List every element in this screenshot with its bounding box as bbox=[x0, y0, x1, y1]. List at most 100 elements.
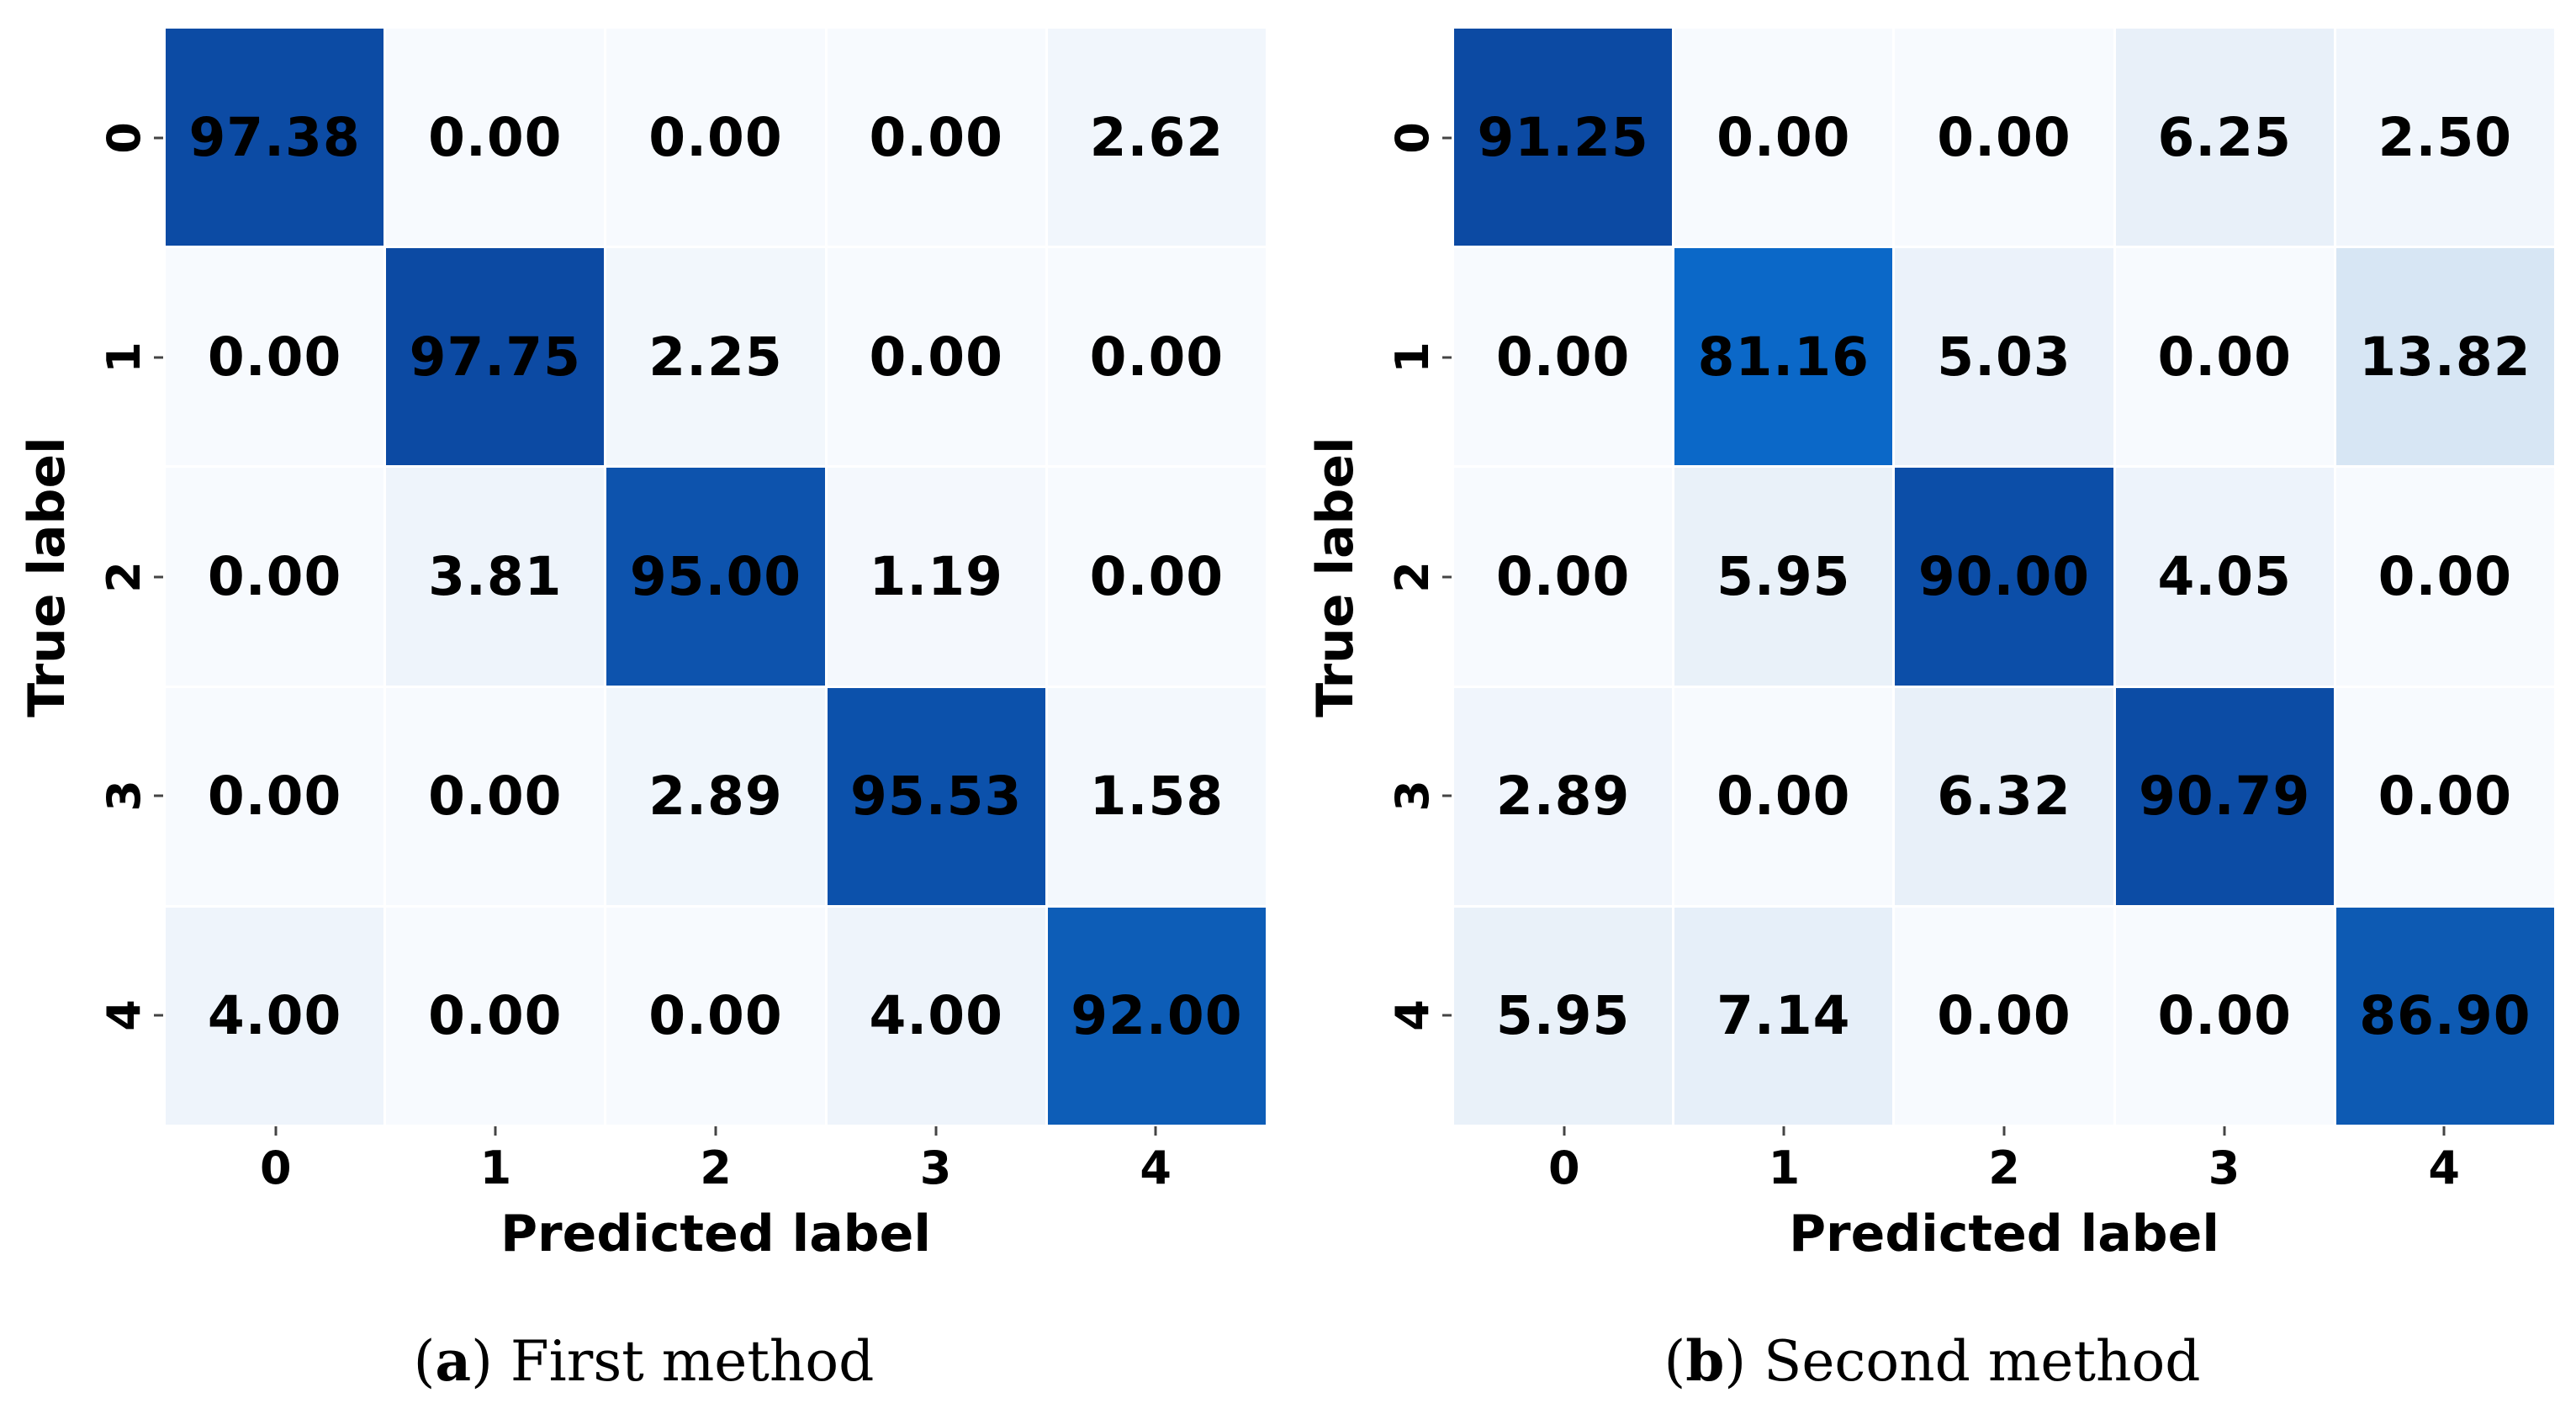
y-tick-label: 0 bbox=[98, 122, 151, 155]
x-tick-label: 3 bbox=[2208, 1141, 2240, 1194]
y-tick-mark bbox=[154, 136, 163, 140]
heatmap-cell: 95.00 bbox=[606, 468, 825, 686]
heatmap-cell: 0.00 bbox=[2335, 468, 2554, 686]
y-tick-label: 3 bbox=[98, 780, 151, 812]
panel-second-method: True label 91.25 0.00 0.00 6.25 2.50 0.00 81.1… bbox=[1288, 0, 2576, 1414]
y-tick-label: 4 bbox=[1386, 998, 1439, 1031]
y-tick-mark bbox=[1442, 356, 1452, 359]
x-tick-mark bbox=[2223, 1126, 2226, 1136]
subfigure-caption: (a) First method bbox=[0, 1331, 1288, 1393]
heatmap-cell: 81.16 bbox=[1674, 248, 1893, 466]
heatmap-cell: 0.00 bbox=[827, 29, 1045, 246]
heatmap-cell: 0.00 bbox=[1674, 29, 1893, 246]
y-tick-mark bbox=[154, 794, 163, 797]
heatmap-cell: 6.25 bbox=[2115, 29, 2334, 246]
heatmap-cell: 4.00 bbox=[827, 907, 1045, 1125]
heatmap-cell: 5.95 bbox=[1674, 468, 1893, 686]
heatmap-cell: 4.00 bbox=[166, 907, 384, 1125]
x-tick-mark bbox=[1154, 1126, 1157, 1136]
x-axis-label: Predicted label bbox=[500, 1205, 931, 1263]
y-tick-label: 3 bbox=[1386, 780, 1439, 812]
x-tick-label: 4 bbox=[2428, 1141, 2460, 1194]
heatmap-cell: 0.00 bbox=[1454, 248, 1673, 466]
heatmap-cell: 0.00 bbox=[166, 248, 384, 466]
caption-text: First method bbox=[510, 1329, 875, 1394]
heatmap-cell: 2.25 bbox=[606, 248, 825, 466]
x-tick-label: 3 bbox=[919, 1141, 952, 1194]
x-tick-label: 0 bbox=[260, 1141, 292, 1194]
heatmap-cell: 0.00 bbox=[2115, 248, 2334, 466]
heatmap-cell: 5.03 bbox=[1895, 248, 2113, 466]
heatmap-cell: 0.00 bbox=[1454, 468, 1673, 686]
y-tick-label: 4 bbox=[98, 998, 151, 1031]
heatmap-cell: 13.82 bbox=[2335, 248, 2554, 466]
x-tick-label: 1 bbox=[1768, 1141, 1801, 1194]
y-tick-label: 2 bbox=[1386, 560, 1439, 593]
heatmap-cell: 2.89 bbox=[606, 687, 825, 905]
heatmap-cell: 92.00 bbox=[1047, 907, 1266, 1125]
y-tick-label: 1 bbox=[98, 342, 151, 373]
x-tick-label: 1 bbox=[479, 1141, 512, 1194]
y-tick-mark bbox=[1442, 136, 1452, 140]
x-tick-mark bbox=[1782, 1126, 1785, 1136]
y-axis-label: True label bbox=[18, 437, 77, 718]
heatmap-cell: 91.25 bbox=[1454, 29, 1673, 246]
heatmap-cell: 97.38 bbox=[166, 29, 384, 246]
heatmap-cell: 0.00 bbox=[1674, 687, 1893, 905]
y-tick-label: 0 bbox=[1386, 122, 1439, 155]
heatmap-cell: 1.19 bbox=[827, 468, 1045, 686]
heatmap-cell: 0.00 bbox=[1895, 29, 2113, 246]
caption-text: Second method bbox=[1764, 1329, 2201, 1394]
heatmap-cell: 0.00 bbox=[166, 687, 384, 905]
heatmap-cell: 0.00 bbox=[2115, 907, 2334, 1125]
caption-paren-open: ( bbox=[413, 1329, 436, 1394]
x-tick-label: 4 bbox=[1140, 1141, 1172, 1194]
heatmap-cell: 86.90 bbox=[2335, 907, 2554, 1125]
confusion-matrix-heatmap: 91.25 0.00 0.00 6.25 2.50 0.00 81.16 5.03 0.00 13… bbox=[1454, 29, 2554, 1125]
heatmap-cell: 2.62 bbox=[1047, 29, 1266, 246]
caption-paren-close: ) bbox=[471, 1329, 493, 1394]
heatmap-cell: 5.95 bbox=[1454, 907, 1673, 1125]
heatmap-cell: 0.00 bbox=[1047, 468, 1266, 686]
heatmap-cell: 90.00 bbox=[1895, 468, 2113, 686]
y-tick-mark bbox=[1442, 1014, 1452, 1017]
x-tick-mark bbox=[1563, 1126, 1566, 1136]
heatmap-cell: 0.00 bbox=[606, 907, 825, 1125]
heatmap-cell: 0.00 bbox=[386, 29, 605, 246]
heatmap-cell: 3.81 bbox=[386, 468, 605, 686]
heatmap-cell: 0.00 bbox=[166, 468, 384, 686]
heatmap-cell: 0.00 bbox=[1895, 907, 2113, 1125]
heatmap-cell: 2.50 bbox=[2335, 29, 2554, 246]
x-tick-label: 2 bbox=[700, 1141, 732, 1194]
panel-first-method: True label 97.38 0.00 0.00 0.00 2.62 0.00 97.7… bbox=[0, 29, 1288, 1393]
heatmap-cell: 97.75 bbox=[386, 248, 605, 466]
heatmap-cell: 0.00 bbox=[2335, 687, 2554, 905]
x-tick-label: 0 bbox=[1548, 1141, 1580, 1194]
caption-marker: a bbox=[435, 1328, 472, 1394]
y-tick-mark bbox=[154, 356, 163, 359]
caption-marker: b bbox=[1685, 1328, 1725, 1394]
x-tick-mark bbox=[934, 1126, 938, 1136]
x-tick-mark bbox=[494, 1126, 497, 1136]
x-tick-mark bbox=[714, 1126, 717, 1136]
heatmap-cell: 1.58 bbox=[1047, 687, 1266, 905]
heatmap-cell: 4.05 bbox=[2115, 468, 2334, 686]
y-tick-label: 2 bbox=[98, 560, 151, 593]
heatmap-cell: 2.89 bbox=[1454, 687, 1673, 905]
heatmap-cell: 0.00 bbox=[386, 687, 605, 905]
x-axis-label: Predicted label bbox=[1789, 1205, 2219, 1263]
y-axis-label: True label bbox=[1306, 437, 1365, 718]
heatmap-cell: 0.00 bbox=[606, 29, 825, 246]
y-tick-label: 1 bbox=[1386, 342, 1439, 373]
x-tick-mark bbox=[2002, 1126, 2006, 1136]
x-tick-mark bbox=[2442, 1126, 2446, 1136]
heatmap-cell: 7.14 bbox=[1674, 907, 1893, 1125]
heatmap-cell: 6.32 bbox=[1895, 687, 2113, 905]
heatmap-cell: 0.00 bbox=[386, 907, 605, 1125]
x-tick-label: 2 bbox=[1988, 1141, 2020, 1194]
subfigure-caption: (b) Second method bbox=[1288, 1331, 2576, 1393]
y-tick-mark bbox=[1442, 794, 1452, 797]
x-tick-mark bbox=[274, 1126, 278, 1136]
heatmap-cell: 90.79 bbox=[2115, 687, 2334, 905]
